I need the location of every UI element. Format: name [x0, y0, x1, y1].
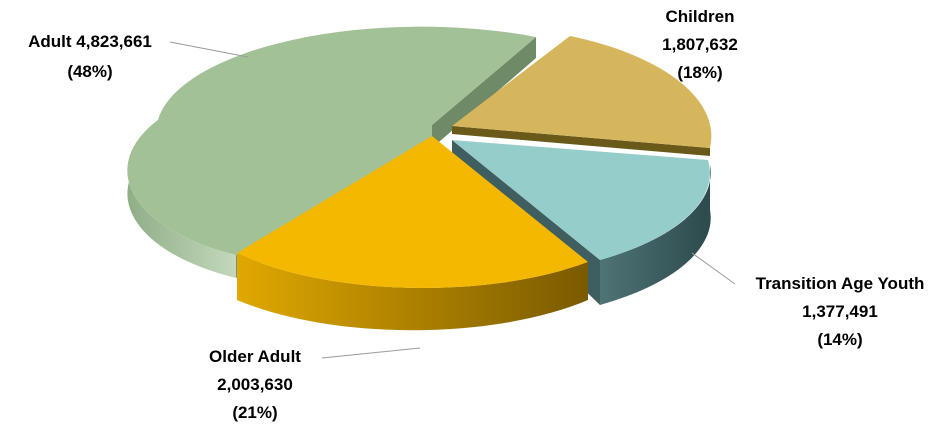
label-children-value: 1,807,632: [662, 35, 738, 54]
slice-side-older: [237, 253, 588, 331]
leader-line-adult: [169, 41, 249, 58]
label-tay-category: Transition Age Youth: [756, 274, 925, 293]
label-older-value: 2,003,630: [217, 375, 293, 394]
label-tay-value: 1,377,491: [802, 302, 878, 321]
slice-side-adult-right: [432, 37, 536, 148]
slice-older-adult: [237, 136, 588, 288]
label-older-percent: (21%): [232, 403, 277, 422]
label-children-percent: (18%): [677, 63, 722, 82]
leader-line-tay: [691, 252, 736, 285]
slice-children: [452, 36, 712, 148]
leader-line-older: [321, 347, 421, 359]
slice-adult: [127, 26, 536, 256]
label-older-category: Older Adult: [209, 347, 301, 366]
slice-side-children: [452, 126, 710, 156]
slice-side-adult: [127, 120, 236, 278]
slice-transition-age-youth: [452, 140, 710, 260]
slice-side-tay: [600, 165, 711, 305]
label-adult-line1: Adult 4,823,661: [28, 32, 152, 51]
label-tay-percent: (14%): [817, 330, 862, 349]
label-children-category: Children: [666, 7, 735, 26]
label-adult-percent: (48%): [67, 62, 112, 81]
